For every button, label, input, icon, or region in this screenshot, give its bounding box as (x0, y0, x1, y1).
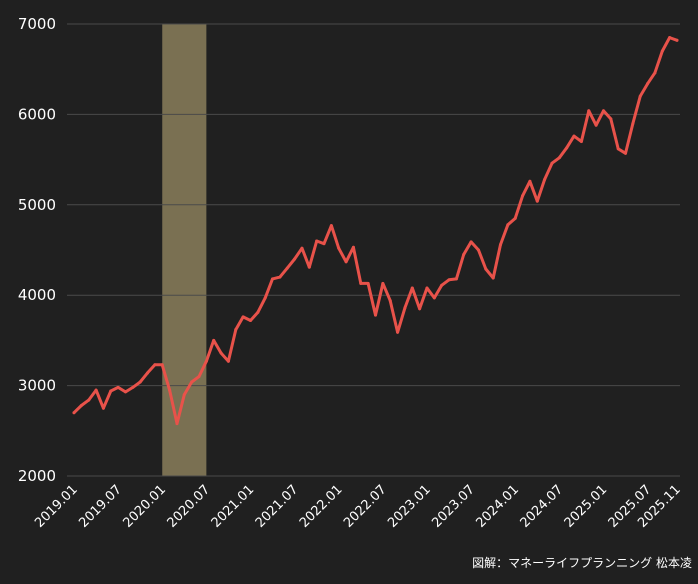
data-point (601, 109, 605, 113)
data-point (491, 276, 495, 280)
data-point (307, 265, 311, 269)
data-point (153, 363, 157, 367)
data-point (469, 240, 473, 244)
data-point (219, 351, 223, 355)
data-point (668, 36, 672, 40)
data-point (226, 359, 230, 363)
data-point (131, 385, 135, 389)
data-point (499, 243, 503, 247)
data-point (109, 389, 113, 393)
data-point (263, 296, 267, 300)
data-point (506, 223, 510, 227)
data-point (638, 94, 642, 98)
data-point (403, 306, 407, 310)
data-point (535, 199, 539, 203)
data-point (550, 161, 554, 165)
data-point (182, 393, 186, 397)
data-point (454, 277, 458, 281)
data-point (212, 338, 216, 342)
data-point (248, 319, 252, 323)
data-point (513, 216, 517, 220)
data-point (300, 246, 304, 250)
data-point (565, 146, 569, 150)
data-point (675, 38, 679, 42)
data-point (653, 71, 657, 75)
data-point (594, 123, 598, 127)
data-point (557, 156, 561, 160)
data-point (351, 245, 355, 249)
data-point (329, 224, 333, 228)
data-point (410, 286, 414, 290)
data-point (631, 121, 635, 125)
y-tick-label: 3000 (18, 377, 56, 395)
data-point (344, 260, 348, 264)
chart-credit: 図解：マネーライフプランニング 松本凌 (472, 556, 692, 570)
data-point (660, 49, 664, 53)
data-point (521, 194, 525, 198)
data-point (101, 406, 105, 410)
y-tick-label: 2000 (18, 467, 56, 485)
data-point (285, 266, 289, 270)
y-tick-label: 5000 (18, 196, 56, 214)
data-point (366, 281, 370, 285)
data-point (646, 82, 650, 86)
data-point (359, 281, 363, 285)
data-point (256, 310, 260, 314)
data-point (396, 330, 400, 334)
data-point (579, 140, 583, 144)
data-point (476, 248, 480, 252)
data-point (462, 253, 466, 257)
data-point (337, 246, 341, 250)
data-point (315, 239, 319, 243)
data-point (528, 179, 532, 183)
data-point (381, 281, 385, 285)
data-point (204, 359, 208, 363)
data-point (197, 375, 201, 379)
data-point (138, 380, 142, 384)
data-point (146, 371, 150, 375)
data-point (440, 283, 444, 287)
data-point (241, 315, 245, 319)
y-tick-label: 6000 (18, 105, 56, 123)
data-point (190, 380, 194, 384)
data-point (322, 242, 326, 246)
data-point (609, 117, 613, 121)
data-point (175, 422, 179, 426)
data-point (543, 177, 547, 181)
data-point (160, 363, 164, 367)
highlight-period-band (162, 24, 207, 476)
data-point (572, 134, 576, 138)
data-point (432, 296, 436, 300)
data-point (271, 277, 275, 281)
data-point (94, 388, 98, 392)
data-point (234, 328, 238, 332)
y-tick-label: 7000 (18, 15, 56, 33)
y-tick-label: 4000 (18, 286, 56, 304)
data-point (616, 147, 620, 151)
data-point (72, 411, 76, 415)
data-point (484, 267, 488, 271)
data-point (447, 278, 451, 282)
data-point (293, 257, 297, 261)
data-point (87, 398, 91, 402)
data-point (624, 151, 628, 155)
data-point (116, 385, 120, 389)
data-point (374, 313, 377, 317)
data-point (418, 307, 422, 311)
data-point (278, 275, 282, 279)
data-point (388, 299, 392, 303)
data-point (123, 390, 127, 394)
data-point (587, 109, 591, 113)
data-point (425, 286, 429, 290)
data-point (168, 388, 172, 392)
data-point (79, 403, 83, 407)
